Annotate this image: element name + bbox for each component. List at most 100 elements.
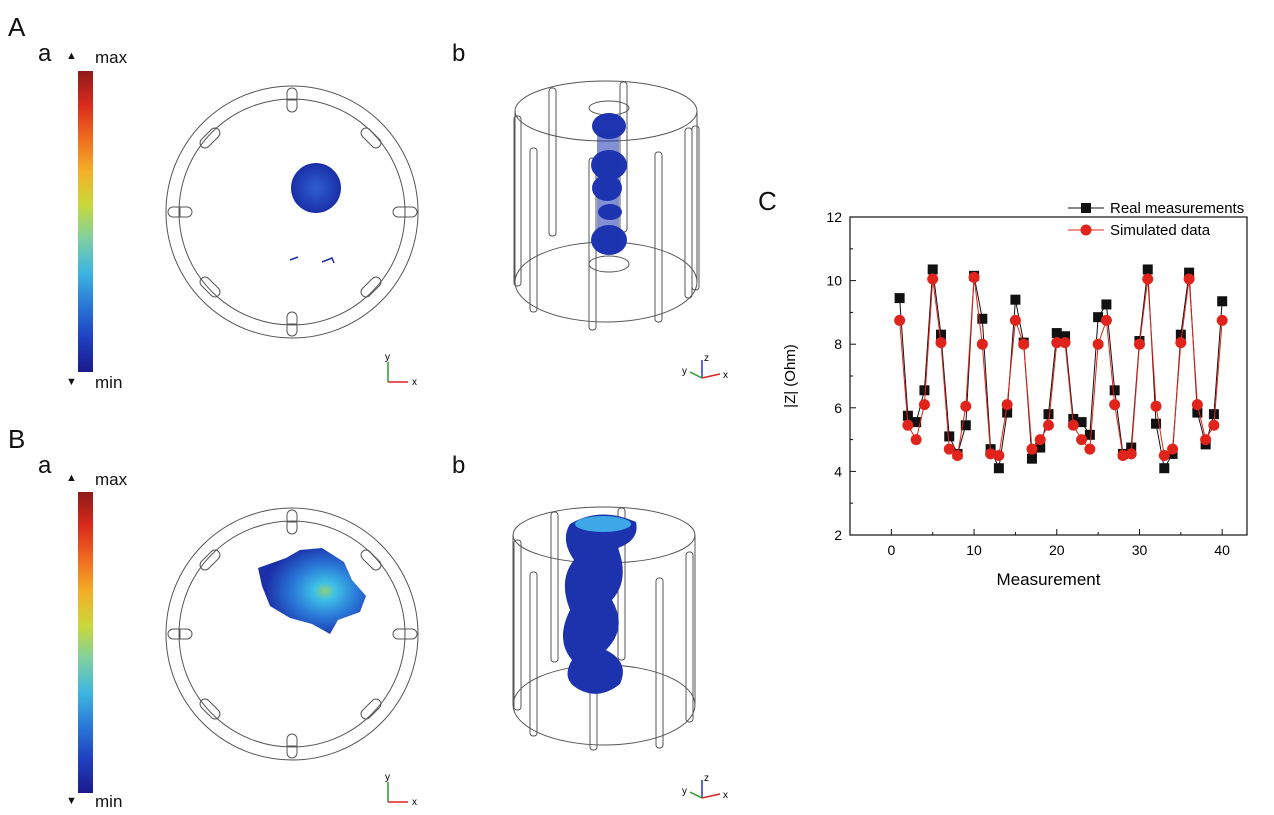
electrode-markers-b [167, 509, 418, 759]
x-tick-label: 20 [1049, 542, 1065, 558]
data-point-simulated [960, 400, 972, 412]
colorbar-a [78, 71, 93, 372]
triad-y-label: y [682, 786, 687, 797]
colorbar-max-label: max [95, 470, 128, 489]
triad-y-label: y [385, 352, 390, 363]
data-point-simulated [1208, 419, 1220, 431]
axes-triad-icon: y x [380, 770, 422, 810]
data-point-real [1184, 267, 1195, 278]
legend-label: Real measurements [1110, 200, 1244, 217]
data-point-real [1010, 294, 1021, 305]
x-tick-label: 40 [1214, 542, 1230, 558]
triad-z-label: z [704, 353, 709, 364]
data-point-real [919, 385, 930, 396]
triad-y-label: y [682, 366, 687, 377]
data-point-real [1159, 463, 1170, 474]
data-point-simulated [1216, 314, 1228, 326]
data-point-real [1060, 331, 1071, 342]
chart-legend: Real measurements Simulated data [1068, 200, 1244, 239]
data-point-simulated [985, 448, 997, 460]
data-point-real [911, 417, 922, 428]
data-point-simulated [968, 271, 980, 283]
electrode-markers-a [167, 87, 418, 337]
chart-series [894, 264, 1228, 474]
legend-marker [1081, 203, 1091, 213]
data-point-simulated [894, 314, 906, 326]
data-point-real [927, 264, 938, 275]
data-point-real [1026, 453, 1037, 464]
data-point-simulated [1034, 434, 1046, 446]
x-tick-label: 10 [966, 542, 982, 558]
colorbar-min-arrow-icon: ▼ [66, 376, 77, 388]
tank-top-view-a [165, 85, 419, 339]
artifact-specks [289, 256, 335, 264]
y-tick-label: 4 [834, 463, 842, 479]
colorbar-min-label: min [95, 792, 123, 811]
data-point-simulated [918, 399, 930, 411]
data-point-real [1175, 329, 1186, 340]
panel-label-C: C [758, 186, 777, 216]
data-point-simulated [993, 450, 1005, 461]
panel-label-B-a: a [38, 452, 52, 479]
y-tick-label: 8 [834, 336, 842, 352]
y-tick-label: 6 [834, 400, 842, 416]
data-point-real [1002, 407, 1013, 418]
data-point-real [1093, 312, 1104, 323]
data-point-simulated [1150, 400, 1162, 412]
data-point-real [1043, 409, 1054, 420]
data-point-simulated [1051, 337, 1063, 349]
triad-y-label: y [385, 772, 390, 783]
x-tick-label: 0 [887, 542, 895, 558]
data-point-simulated [1191, 399, 1203, 411]
data-point-real [977, 313, 988, 324]
data-point-simulated [1142, 273, 1154, 285]
data-point-simulated [1001, 399, 1013, 411]
data-point-real [1084, 429, 1095, 440]
legend-label: Simulated data [1110, 222, 1211, 239]
panel-label-A: A [8, 12, 26, 42]
inclusion-blob-b [258, 548, 366, 634]
y-tick-label: 10 [826, 273, 842, 289]
data-point-simulated [1125, 448, 1137, 460]
colorbar-min-arrow-icon: ▼ [66, 795, 77, 807]
data-point-real [1035, 442, 1046, 453]
data-point-simulated [1043, 419, 1054, 431]
data-point-simulated [1100, 314, 1112, 326]
data-point-real [1151, 418, 1162, 429]
panel-label-B: B [8, 424, 26, 454]
tomography-figure [165, 80, 700, 761]
data-point-simulated [1109, 399, 1121, 411]
inclusion-column-b [562, 514, 637, 694]
data-point-simulated [976, 338, 988, 350]
data-point-real [1068, 413, 1079, 424]
data-point-real [902, 410, 913, 421]
data-point-simulated [902, 419, 914, 431]
chart-axes: 0 10 20 30 40 2 4 6 8 10 12 [826, 209, 1248, 558]
data-point-real [1142, 264, 1153, 275]
data-point-real [960, 420, 971, 431]
triad-x-label: x [723, 370, 728, 381]
triad-x-label: x [723, 790, 728, 801]
data-point-simulated [1183, 273, 1195, 285]
colorbar-max-label: max [95, 48, 128, 67]
data-point-simulated [927, 273, 939, 285]
plot-frame [849, 216, 1248, 536]
data-point-simulated [1167, 443, 1179, 455]
data-point-simulated [952, 450, 964, 461]
panel-label-A-a: a [38, 40, 52, 67]
data-point-real [1109, 385, 1120, 396]
colorbar-b [78, 492, 93, 793]
legend-marker [1080, 224, 1092, 236]
x-tick-label: 30 [1132, 542, 1148, 558]
data-point-real [993, 463, 1004, 474]
y-tick-label: 12 [826, 209, 842, 225]
data-point-real [1051, 328, 1062, 339]
inclusion-blob-a [291, 163, 341, 213]
y-axis-label: |Z| (Ohm) [782, 344, 799, 408]
data-point-simulated [1117, 450, 1129, 461]
impedance-chart: 0 10 20 30 40 2 4 6 8 10 12 Real measurements Simul… [782, 200, 1248, 589]
axes-triad-3d-icon: z x y [680, 350, 730, 390]
data-point-real [1192, 407, 1203, 418]
triad-x-label: x [412, 797, 417, 808]
data-point-simulated [1175, 337, 1187, 349]
